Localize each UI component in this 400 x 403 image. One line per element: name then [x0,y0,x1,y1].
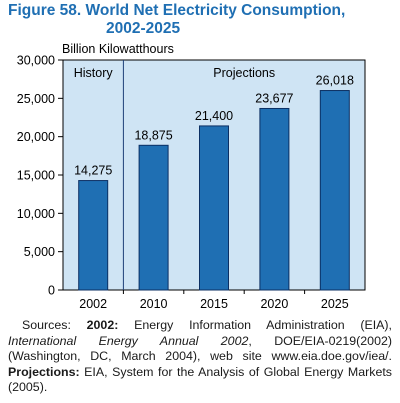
x-tick-label: 2010 [140,297,168,311]
sources-history-label: 2002: [86,318,119,332]
bar-2015 [199,125,229,291]
x-tick-label: 2020 [260,297,288,311]
section-label-history: History [74,66,114,80]
y-tick-label: 30,000 [17,54,55,68]
y-tick-label: 25,000 [17,92,55,106]
bar-chart: History Projections 0 5,000 10,000 15,000 20,… [17,54,366,311]
sources-history-text-1: Energy Information Administration (EIA), [118,318,392,332]
sources-history-text-2: , DOE/EIA-0219(2002) (Washington, DC, Ma… [8,333,392,364]
sources-prefix: Sources: [22,318,87,332]
y-tick-label: 15,000 [17,169,55,183]
bar-value-label: 14,275 [74,164,112,178]
sources-projections-text: EIA, System for the Analysis of Global E… [8,364,392,395]
bar-2010 [138,144,169,291]
bar-2025 [319,90,350,291]
bar-2020 [259,107,290,291]
sources-history-title: International Energy Annual 2002 [8,333,249,348]
x-tick-label: 2002 [79,297,107,311]
y-tick-label: 20,000 [17,130,55,144]
sources-note: Sources: 2002: Energy Information Admini… [8,318,392,396]
x-tick-label: 2015 [200,297,228,311]
section-label-projections: Projections [213,66,275,80]
figure-title: Figure 58. World Net Electricity Consump… [8,2,396,38]
y-axis-unit-label: Billion Kilowatthours [62,42,174,56]
bar-2002 [78,180,109,291]
y-tick-label: 0 [48,284,55,298]
bar-value-label: 18,875 [134,128,172,142]
sources-projections-label: Projections: [8,364,80,379]
y-tick-label: 10,000 [17,207,55,221]
y-tick-label: 5,000 [24,245,55,259]
x-tick-label: 2025 [321,297,349,311]
figure-title-line1: Figure 58. World Net Electricity Consump… [8,2,346,19]
bar-value-label: 23,677 [255,91,293,105]
figure-title-line2: 2002-2025 [106,20,181,37]
bar-value-label: 26,018 [316,74,354,88]
bar-value-label: 21,400 [195,109,233,123]
